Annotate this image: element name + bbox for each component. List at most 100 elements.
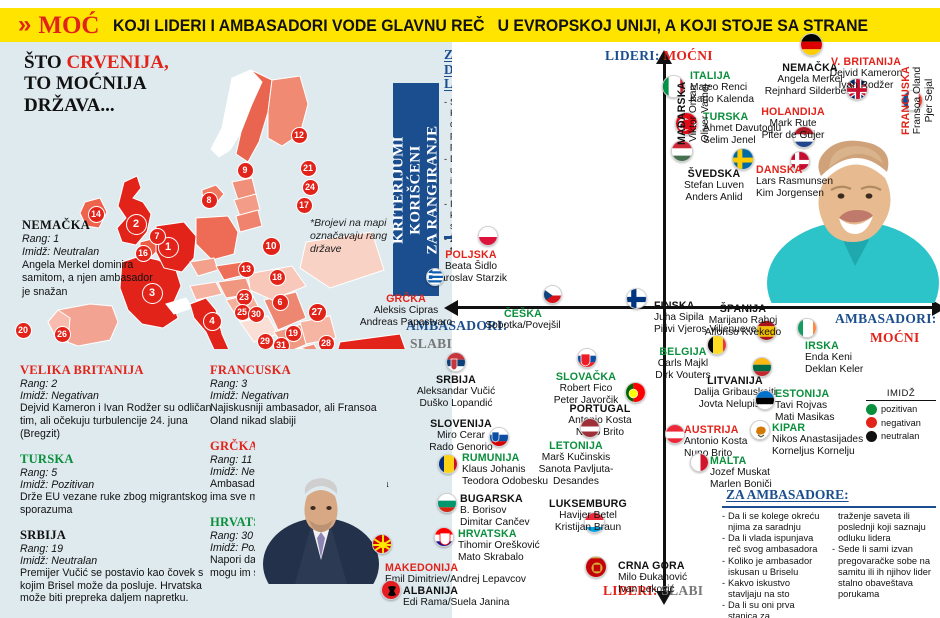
quadrant-entry-finska: FINSKA Juha Sipila Pilivi Vjeros Viljenuev… bbox=[654, 300, 756, 336]
criteria-ambassadors-heading: ZA AMBASADORE: bbox=[726, 487, 849, 502]
header-banner: » MOĆ KOJI LIDERI I AMBASADORI VODE GLAV… bbox=[0, 8, 940, 42]
map-rank-pin: 21 bbox=[299, 159, 317, 177]
map-rank-pin: 16 bbox=[134, 244, 152, 262]
country-profile-text: Premijer Vučić se postavio kao čovek s k… bbox=[20, 566, 204, 605]
flag-icon-poljska bbox=[478, 226, 498, 246]
country-profile-rank: Rang: 3 bbox=[210, 378, 248, 390]
map-footnote: *Brojevi na mapi označavaju rang države bbox=[310, 217, 388, 256]
map-rank-pin: 3 bbox=[141, 282, 163, 304]
legend-item: pozitivan bbox=[866, 403, 936, 415]
flag-icon-srbija bbox=[446, 352, 466, 372]
flag-icon-albanija bbox=[381, 580, 401, 600]
quadrant-entry-person: Ivan Rodžer bbox=[838, 79, 894, 91]
quadrant-entry-person: Milo Đukanović bbox=[618, 572, 688, 583]
country-profiles-panel: VELIKA BRITANIJA Rang: 2 Imidž: Negativan D… bbox=[0, 349, 452, 618]
quadrant-entry-person: Marlen Boniči bbox=[710, 478, 772, 490]
criteria-vertical-panel: KRITERIJUMI KORIŠĆENI ZA RANGIRANJE bbox=[390, 83, 441, 296]
country-profile-text: Dejvid Kameron i Ivan Rodžer su odličan … bbox=[20, 402, 212, 440]
quadrant-entry-person: Tihomir Orešković bbox=[458, 540, 540, 551]
quadrant-entry-person: Deklan Keler bbox=[805, 363, 864, 375]
map-rank-pin: 9 bbox=[236, 161, 254, 179]
quadrant-entry-person: Mato Skrabalo bbox=[458, 551, 524, 563]
quadrant-entry-person: Mateo Renci bbox=[690, 82, 748, 93]
quadrant-entry-vbritanija: V. BRITANIJA Dejvid Kameron Ivan Rodžer bbox=[830, 56, 902, 92]
country-profile: VELIKA BRITANIJA Rang: 2 Imidž: Negativan D… bbox=[20, 363, 214, 441]
quadrant-entry-person: Miro Cerar bbox=[436, 430, 486, 441]
quadrant-entry-madjarska: MAĐARSKA Viktor Orban Oliver Varhej bbox=[676, 82, 712, 145]
map-rank-pin: 4 bbox=[202, 311, 222, 331]
map-rank-pin: 23 bbox=[235, 288, 253, 306]
flag-icon-spanija bbox=[756, 320, 777, 341]
quadrant-entry-albanija: ALBANIJA Edi Rama/Suela Janina bbox=[403, 585, 509, 609]
quadrant-entry-austrija: AUSTRIJA Antonio Kosta Nuno Brito bbox=[684, 424, 747, 460]
criteria-item: Da li se kolege okreću njima za saradnju bbox=[722, 511, 824, 533]
quadrant-entry-ceska: ČEŠKA Sobotka/Povejšil bbox=[485, 308, 560, 332]
legend-color-dot bbox=[866, 403, 877, 415]
map-rank-pin: 18 bbox=[268, 268, 286, 286]
map-rank-pin: 26 bbox=[53, 325, 71, 343]
quadrant-entry-turska: TURSKA Ahmet Davutoglu Selim Jenel bbox=[703, 111, 781, 147]
country-profile: SRBIJA Rang: 19 Imidž: Neutralan Premijer V… bbox=[20, 528, 214, 606]
map-rank-pin: 2 bbox=[125, 213, 147, 235]
quadrant-entry-name: TURSKA bbox=[703, 111, 749, 123]
label-ambassadors-weak: AMBASADORI: bbox=[406, 318, 508, 333]
axis-arrow-down-icon bbox=[656, 591, 672, 605]
profiles-column-left: VELIKA BRITANIJA Rang: 2 Imidž: Negativan D… bbox=[20, 363, 214, 616]
map-rank-pin: 7 bbox=[148, 227, 166, 245]
quadrant-entry-person: Aleksis Cipras bbox=[373, 305, 439, 316]
quadrant-entry-name: DANSKA bbox=[756, 164, 803, 176]
quadrant-entry-person: Beata Šidlo bbox=[444, 261, 498, 272]
quadrant-entry-person: Ivan Leković bbox=[618, 583, 675, 595]
quadrant-entry-person: Marijano Rahoj bbox=[708, 315, 778, 326]
quadrant-chart bbox=[444, 42, 940, 618]
flag-icon-letonija bbox=[580, 418, 600, 438]
label-ambassadors-powerful: AMBASADORI: bbox=[835, 311, 937, 326]
quadrant-entry-name: SLOVENIJA bbox=[430, 418, 492, 430]
flag-icon-holandija bbox=[793, 126, 815, 148]
legend-label: negativan bbox=[881, 417, 921, 428]
map-callout-name: NEMAČKA bbox=[22, 218, 91, 232]
quadrant-entry-name: FRANCUSKA bbox=[900, 66, 912, 135]
quadrant-entry-name: HRVATSKA bbox=[458, 528, 517, 540]
quadrant-entry-kipar: KIPAR Nikos Anastasijades Korneljus Kornel… bbox=[772, 422, 863, 458]
legend-label: pozitivan bbox=[881, 404, 918, 414]
quadrant-entry-person: Selim Jenel bbox=[703, 134, 756, 146]
legend-color-dot bbox=[866, 417, 877, 428]
header-title-line2: U EVROPSKOJ UNIJI, A KOJI STOJE SA STRAN… bbox=[498, 15, 869, 35]
quadrant-entry-danska: DANSKA Lars Rasmunsen Kim Jorgensen bbox=[756, 164, 833, 200]
legend-item: negativan bbox=[866, 417, 936, 428]
quadrant-entry-name: SLOVAČKA bbox=[555, 371, 617, 383]
map-callout-image: Imidž: Neutralan bbox=[22, 246, 100, 259]
flag-icon-crnagora bbox=[585, 556, 607, 578]
quadrant-entry-name: LUKSEMBURG bbox=[549, 498, 627, 510]
quadrant-entry-litvanija: LITVANIJA Dalija Gribauskajti Jovta Nelupi… bbox=[694, 375, 776, 411]
map-rank-pin: 6 bbox=[271, 293, 289, 311]
quadrant-entry-person: Desandes bbox=[553, 475, 599, 487]
quadrant-entry-person: Piter de Gujer bbox=[761, 129, 825, 141]
quadrant-entry-name: ČEŠKA bbox=[503, 308, 543, 320]
criteria-item: Sede li sami izvan pregovaračke sobe na … bbox=[832, 544, 934, 600]
country-profile-image: Imidž: Pozitivan bbox=[20, 478, 95, 491]
country-profile-name: TURSKA bbox=[20, 451, 74, 466]
quadrant-entry-person: Karlo Kalenda bbox=[690, 93, 755, 105]
quadrant-entry-person: Oliver Varhej bbox=[699, 84, 711, 143]
country-profile-name: SRBIJA bbox=[20, 527, 66, 542]
legend-label: neutralan bbox=[881, 431, 920, 441]
quadrant-entry-irska: IRSKA Enda Keni Deklan Keler bbox=[805, 340, 863, 376]
quadrant-entry-person: Nuno Brito bbox=[575, 426, 625, 438]
flag-icon-portugal bbox=[625, 382, 646, 403]
europe-map-svg bbox=[0, 42, 452, 349]
map-rank-pin: 24 bbox=[301, 178, 319, 196]
map-rank-pin: 30 bbox=[247, 305, 265, 323]
quadrant-entry-person: Sobotka/Povejšil bbox=[485, 320, 561, 331]
quadrant-entry-person: Enda Keni bbox=[805, 352, 853, 363]
flag-icon-makedonija bbox=[372, 534, 392, 554]
quadrant-entry-person: Mark Rute bbox=[769, 118, 817, 129]
quadrant-entry-person: Pilivi Vjeros Viljenueve bbox=[654, 323, 757, 335]
quadrant-entry-name: LETONIJA bbox=[549, 440, 603, 452]
country-profile-image: Imidž: Neutralan bbox=[20, 554, 98, 567]
quadrant-entry-name: RUMUNIJA bbox=[462, 452, 520, 464]
axis-arrow-right-icon bbox=[932, 300, 940, 316]
flag-icon-vbritanija bbox=[846, 78, 868, 100]
